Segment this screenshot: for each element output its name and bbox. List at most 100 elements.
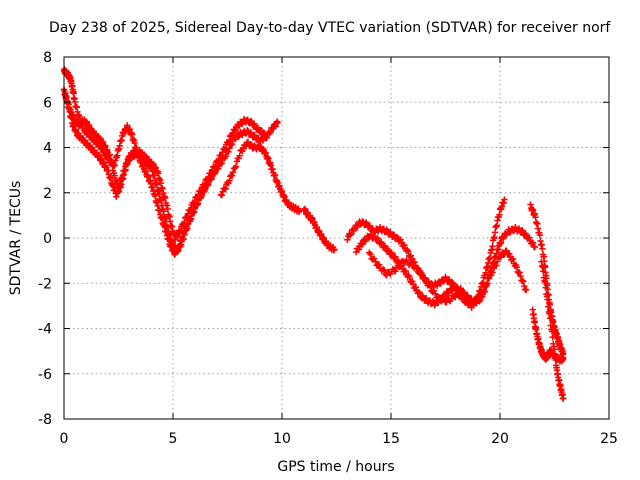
data-point bbox=[454, 290, 461, 297]
track-3 bbox=[217, 138, 303, 215]
data-point bbox=[378, 238, 385, 246]
data-point bbox=[211, 163, 219, 170]
data-point bbox=[549, 333, 556, 341]
data-point bbox=[201, 181, 208, 188]
data-point bbox=[274, 119, 281, 126]
data-point bbox=[263, 134, 270, 142]
data-point bbox=[531, 243, 539, 251]
data-point bbox=[392, 268, 399, 275]
data-point bbox=[229, 168, 237, 176]
data-point bbox=[177, 227, 184, 235]
data-point bbox=[521, 282, 528, 290]
data-point bbox=[355, 246, 363, 253]
data-points bbox=[60, 65, 567, 402]
data-point bbox=[406, 273, 413, 281]
x-tick-label: 5 bbox=[169, 431, 178, 447]
data-point bbox=[187, 215, 195, 222]
data-point bbox=[479, 290, 486, 298]
data-point bbox=[226, 177, 233, 184]
data-point bbox=[375, 261, 383, 268]
data-point bbox=[247, 140, 255, 148]
data-point bbox=[205, 173, 212, 181]
data-point bbox=[222, 145, 229, 153]
data-point bbox=[517, 272, 524, 280]
data-point bbox=[522, 286, 530, 294]
data-point bbox=[494, 258, 501, 265]
y-tick-label: 2 bbox=[43, 186, 52, 202]
data-point bbox=[380, 267, 388, 274]
y-tick-label: 4 bbox=[43, 141, 52, 157]
data-point bbox=[401, 241, 408, 249]
x-tick-label: 15 bbox=[382, 431, 400, 447]
data-point bbox=[560, 395, 567, 402]
data-point bbox=[397, 236, 404, 243]
data-point bbox=[222, 185, 229, 192]
data-point bbox=[402, 267, 409, 275]
track-2 bbox=[62, 92, 268, 243]
y-tick-label: 6 bbox=[43, 95, 52, 111]
data-point bbox=[195, 191, 202, 198]
y-axis-label: SDTVAR / TECUs bbox=[8, 181, 24, 296]
data-point bbox=[526, 234, 533, 241]
data-point bbox=[331, 246, 338, 253]
data-point bbox=[520, 278, 527, 285]
data-point bbox=[181, 231, 188, 238]
chart-title: Day 238 of 2025, Sidereal Day-to-day VTE… bbox=[49, 20, 611, 36]
track-7 bbox=[366, 247, 530, 307]
data-point bbox=[516, 269, 523, 276]
data-point bbox=[215, 156, 222, 163]
data-point bbox=[548, 328, 556, 335]
data-point bbox=[210, 164, 218, 171]
data-point bbox=[231, 164, 239, 172]
data-point bbox=[407, 252, 415, 259]
data-point bbox=[427, 283, 434, 290]
data-point bbox=[191, 205, 198, 213]
data-point bbox=[218, 160, 226, 167]
x-tick-label: 25 bbox=[600, 431, 618, 447]
data-point bbox=[379, 266, 387, 273]
data-point bbox=[448, 278, 456, 286]
data-point bbox=[503, 231, 511, 239]
x-tick-label: 10 bbox=[273, 431, 291, 447]
data-point bbox=[432, 290, 439, 297]
track-10 bbox=[538, 258, 567, 402]
data-point bbox=[261, 130, 268, 138]
data-point bbox=[226, 145, 233, 152]
data-point bbox=[513, 264, 521, 271]
data-point bbox=[470, 299, 478, 307]
y-tick-label: -4 bbox=[38, 322, 52, 338]
data-point bbox=[541, 278, 549, 286]
data-point bbox=[404, 248, 412, 255]
data-point bbox=[347, 230, 355, 238]
data-point bbox=[236, 152, 243, 159]
data-point bbox=[184, 225, 191, 232]
data-point bbox=[544, 296, 551, 303]
data-point bbox=[418, 270, 425, 278]
data-point bbox=[457, 285, 464, 292]
data-point bbox=[191, 198, 198, 206]
data-point bbox=[480, 286, 488, 293]
data-point bbox=[218, 192, 226, 199]
y-tick-label: 0 bbox=[43, 231, 52, 247]
data-point bbox=[344, 236, 351, 243]
data-point bbox=[200, 182, 208, 189]
data-point bbox=[478, 289, 485, 297]
data-point bbox=[501, 196, 508, 203]
data-point bbox=[395, 263, 403, 271]
data-point bbox=[180, 235, 187, 243]
y-tick-label: 8 bbox=[43, 50, 52, 66]
data-point bbox=[542, 284, 549, 291]
data-point bbox=[529, 239, 537, 247]
axis-ticks bbox=[63, 56, 610, 420]
data-point bbox=[366, 222, 374, 229]
data-point bbox=[370, 255, 378, 262]
data-point bbox=[367, 251, 374, 258]
y-tick-label: -2 bbox=[38, 276, 52, 292]
data-point bbox=[267, 128, 274, 136]
data-point bbox=[408, 259, 415, 267]
data-point bbox=[412, 284, 420, 291]
data-point bbox=[164, 205, 171, 213]
data-point bbox=[506, 250, 513, 257]
data-point bbox=[475, 293, 483, 301]
